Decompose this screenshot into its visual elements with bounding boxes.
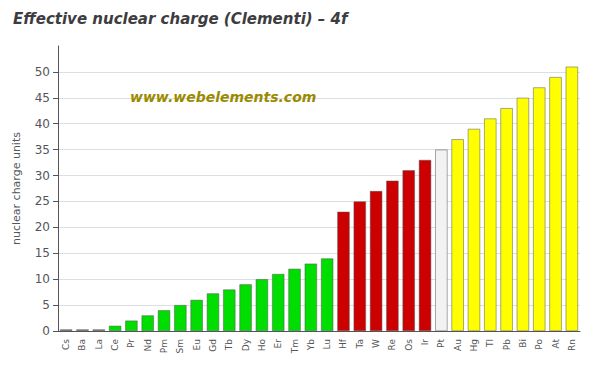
svg-text:Ce: Ce [110, 339, 120, 351]
svg-text:Bi: Bi [518, 339, 528, 348]
svg-text:Lu: Lu [322, 339, 332, 350]
svg-text:Rn: Rn [567, 339, 577, 351]
svg-text:Au: Au [453, 339, 463, 351]
svg-text:Pm: Pm [159, 339, 169, 353]
svg-text:Os: Os [404, 339, 414, 351]
svg-text:La: La [94, 339, 104, 350]
svg-text:15: 15 [35, 246, 50, 260]
svg-text:35: 35 [35, 143, 50, 157]
svg-text:45: 45 [35, 91, 50, 105]
svg-text:Ba: Ba [77, 339, 87, 351]
svg-text:Cs: Cs [61, 339, 71, 350]
svg-text:Re: Re [387, 339, 397, 351]
svg-text:50: 50 [35, 65, 50, 79]
svg-text:Pb: Pb [502, 339, 512, 350]
svg-text:Nd: Nd [143, 339, 153, 351]
svg-text:Dy: Dy [241, 338, 251, 351]
svg-text:Sm: Sm [175, 339, 185, 353]
svg-text:10: 10 [35, 272, 50, 286]
svg-text:nuclear charge units: nuclear charge units [10, 132, 23, 245]
svg-text:40: 40 [35, 117, 50, 131]
svg-text:Tb: Tb [224, 339, 234, 351]
svg-text:Gd: Gd [208, 339, 218, 352]
svg-text:0: 0 [42, 324, 50, 338]
svg-text:25: 25 [35, 194, 50, 208]
svg-text:Pt: Pt [436, 339, 446, 348]
svg-text:www.webelements.com: www.webelements.com [130, 89, 316, 105]
svg-text:Tm: Tm [290, 339, 300, 354]
svg-text:Eu: Eu [192, 339, 202, 350]
svg-text:Ho: Ho [257, 339, 267, 352]
svg-text:Pr: Pr [126, 339, 136, 348]
svg-text:Hg: Hg [469, 339, 479, 351]
svg-text:30: 30 [35, 169, 50, 183]
svg-text:Po: Po [534, 339, 544, 350]
svg-text:5: 5 [42, 298, 50, 312]
svg-text:W: W [371, 339, 381, 348]
svg-text:At: At [551, 339, 561, 349]
svg-text:Tl: Tl [485, 339, 495, 348]
svg-text:Ta: Ta [355, 339, 365, 350]
svg-text:Yb: Yb [306, 339, 316, 351]
svg-text:20: 20 [35, 220, 50, 234]
svg-text:Ir: Ir [420, 339, 430, 346]
svg-text:Effective nuclear charge (Clem: Effective nuclear charge (Clementi) – 4f [13, 10, 350, 28]
svg-text:Er: Er [273, 339, 283, 349]
svg-text:Hf: Hf [338, 338, 348, 349]
